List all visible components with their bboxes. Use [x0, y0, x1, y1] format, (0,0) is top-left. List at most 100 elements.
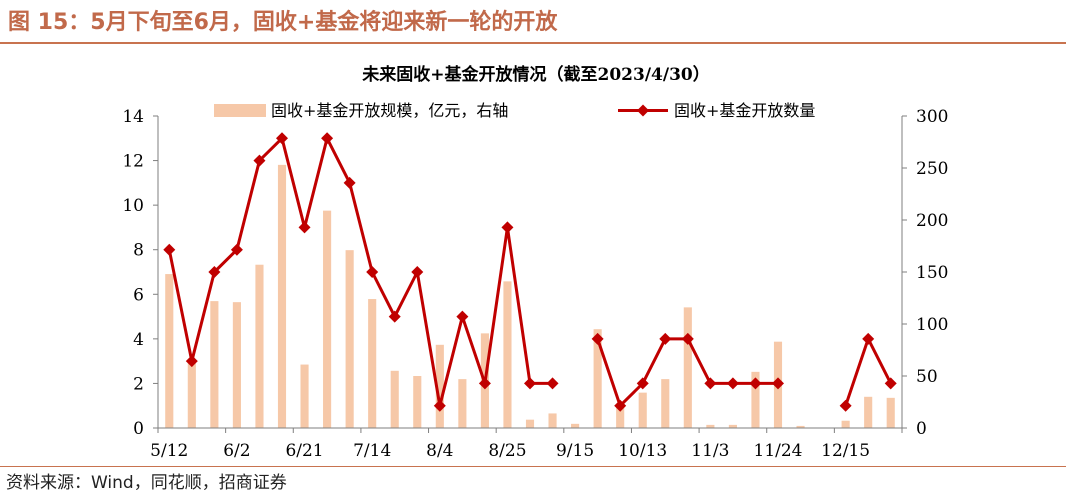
y-left-tick-label: 14 — [122, 107, 144, 127]
y-right-tick-label: 300 — [916, 107, 948, 127]
bar — [277, 164, 287, 428]
y-left-tick-label: 2 — [133, 374, 144, 394]
y-right-tick-label: 200 — [916, 211, 948, 231]
bar — [232, 302, 241, 428]
line-point — [253, 154, 266, 167]
bar — [390, 370, 399, 428]
bar — [503, 281, 512, 428]
line-point — [704, 377, 717, 390]
line-point — [388, 310, 401, 323]
figure-title: 图 15：5月下旬至6月，固收+基金将迎来新一轮的开放 — [8, 10, 558, 35]
bar — [864, 396, 873, 428]
series-line — [167, 136, 553, 408]
bar — [255, 264, 264, 428]
bar — [345, 250, 354, 428]
bar — [683, 307, 692, 428]
x-tick-label: 12/15 — [821, 441, 870, 461]
line-point — [478, 377, 491, 390]
y-left-tick-label: 12 — [122, 152, 144, 172]
x-tick-label: 5/12 — [150, 441, 188, 461]
legend-bar-swatch — [214, 104, 266, 117]
line-point — [230, 243, 243, 256]
bar — [638, 392, 647, 428]
line-point — [591, 332, 604, 345]
bar — [796, 425, 805, 428]
bar — [571, 423, 580, 428]
series-line — [844, 337, 893, 407]
line-point — [185, 355, 198, 368]
line-point — [433, 399, 446, 412]
y-right-tick-label: 100 — [916, 315, 948, 335]
line-point — [614, 399, 627, 412]
line-point — [366, 266, 379, 278]
bar — [728, 424, 737, 428]
y-left-tick-label: 6 — [133, 285, 144, 305]
bar — [323, 210, 332, 428]
line-point — [636, 377, 649, 390]
line-point — [659, 332, 672, 345]
bar — [435, 344, 444, 428]
x-tick-label: 8/25 — [488, 441, 526, 461]
y-left-tick-label: 10 — [122, 196, 144, 216]
bar — [593, 329, 602, 428]
line-point — [411, 266, 424, 278]
x-tick-label: 8/4 — [426, 441, 453, 461]
line-point — [681, 332, 694, 345]
x-tick-label: 7/14 — [353, 441, 391, 461]
bar — [841, 420, 850, 428]
line-point — [276, 132, 288, 145]
chart-legend: 固收+基金开放规模，亿元，右轴 固收+基金开放数量 — [214, 101, 815, 120]
bar — [886, 397, 895, 428]
chart-title: 未来固收+基金开放情况（截至2023/4/30） — [361, 64, 709, 85]
bar — [187, 359, 196, 428]
source-note: 资料来源：Wind，同花顺，招商证券 — [6, 473, 287, 493]
bar — [413, 376, 422, 428]
y-right-tick-label: 50 — [916, 367, 938, 387]
chart-container: 未来固收+基金开放情况（截至2023/4/30） 固收+基金开放规模，亿元，右轴… — [0, 50, 1080, 464]
bar — [458, 379, 467, 428]
line-point — [208, 266, 221, 278]
y-right-tick-label: 250 — [916, 159, 948, 179]
line-point — [884, 377, 897, 390]
bar — [300, 364, 309, 428]
bar — [751, 371, 760, 428]
line-point — [321, 132, 334, 145]
x-tick-label: 9/15 — [556, 441, 594, 461]
x-tick-label: 11/3 — [691, 441, 729, 461]
plot-area: 0 2 4 6 8 10 12 14 0 50 100 150 200 250 300 5/12 6/2 6/21… — [122, 107, 948, 461]
title-divider — [0, 42, 1066, 44]
line-point — [862, 332, 875, 345]
bar — [525, 419, 535, 428]
line-point — [456, 310, 469, 323]
line-point — [343, 176, 356, 189]
bar — [165, 274, 174, 428]
x-tick-label: 6/2 — [223, 441, 250, 461]
y-right-tick-label: 150 — [916, 263, 948, 283]
bar — [706, 424, 715, 428]
line-point — [501, 221, 514, 234]
x-tick-label: 10/13 — [618, 441, 667, 461]
line-point — [839, 399, 852, 412]
y-left-tick-label: 0 — [133, 419, 144, 439]
line-point — [298, 221, 311, 234]
legend-line-marker — [637, 104, 649, 117]
legend-bar-label: 固收+基金开放规模，亿元，右轴 — [271, 101, 508, 120]
x-tick-label: 11/24 — [754, 441, 803, 461]
x-tick-label: 6/21 — [285, 441, 323, 461]
bar — [661, 379, 670, 428]
source-divider — [0, 466, 1066, 467]
y-right-tick-label: 0 — [916, 419, 927, 439]
line-point — [524, 377, 536, 390]
bar — [616, 406, 625, 428]
bar — [210, 301, 219, 428]
y-left-tick-label: 4 — [133, 330, 144, 350]
line-point — [546, 377, 559, 390]
line-point — [772, 377, 784, 390]
y-left-tick-label: 8 — [133, 241, 144, 261]
chart: 未来固收+基金开放情况（截至2023/4/30） 固收+基金开放规模，亿元，右轴… — [122, 64, 948, 461]
bar — [368, 299, 377, 428]
line-point — [163, 243, 176, 256]
line-point — [749, 377, 762, 390]
line-point — [726, 377, 739, 390]
legend-line-label: 固收+基金开放数量 — [674, 101, 815, 120]
